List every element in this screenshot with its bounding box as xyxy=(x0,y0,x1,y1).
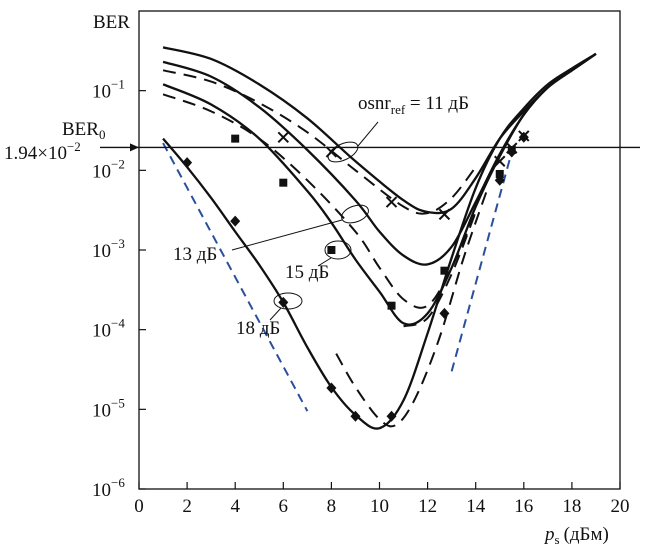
osnr-15-solid-curve xyxy=(162,52,597,326)
osnr-11-cross-marker xyxy=(385,196,398,208)
y-axis-ticks: 10−110−210−310−410−510−6 xyxy=(92,77,146,501)
osnr-13-solid-curve xyxy=(162,52,597,266)
x-tick-label: 18 xyxy=(562,496,581,517)
y-tick-base: 10 xyxy=(92,321,111,342)
x-tick-label: 2 xyxy=(182,496,192,517)
y-tick-exp: −3 xyxy=(111,236,125,251)
y-tick-label: 10−3 xyxy=(92,236,125,262)
osnr-11-dashed-curve xyxy=(162,69,477,215)
annotations: osnrref = 11 дБ 13 дБ 15 дБ 18 дБ xyxy=(173,93,469,339)
ber0-main: BER xyxy=(62,119,99,140)
osnr-11-solid-curve xyxy=(162,46,597,215)
y-tick-base: 10 xyxy=(92,82,111,103)
osnr-18-diamond-marker xyxy=(350,410,361,422)
osnr-11-cross-marker xyxy=(494,155,506,167)
osnr-18-diamond-marker xyxy=(386,410,397,422)
osnr-15-square-marker xyxy=(387,301,396,310)
osnr-13-dashed-curve xyxy=(162,93,477,309)
osnr-sub: ref xyxy=(391,102,406,117)
y-tick-exp: −6 xyxy=(111,475,125,490)
osnr-15-square-marker xyxy=(327,246,336,254)
x-axis-label: ps (дБм) xyxy=(543,524,609,547)
plot-area xyxy=(162,46,597,430)
reference-label-value: 1.94×10−2 xyxy=(4,139,81,164)
label-13-db: 13 дБ xyxy=(173,244,217,265)
osnr-18-diamond-marker xyxy=(230,215,241,227)
osnr-18-diamond-marker xyxy=(518,131,529,143)
osnr-18-ellipse xyxy=(273,292,303,310)
ref-value-exp: −2 xyxy=(67,139,81,154)
osnr-18-diamond-marker xyxy=(506,146,517,158)
x-axis-label-sub: s xyxy=(555,532,560,547)
reference-line-group: BER0 1.94×10−2 xyxy=(4,119,640,164)
x-tick-label: 14 xyxy=(466,496,486,517)
osnr-15-square-marker xyxy=(495,169,504,178)
x-tick-label: 0 xyxy=(134,496,144,517)
asymptote-line xyxy=(162,142,309,412)
osnr-18-diamond-marker xyxy=(494,174,505,186)
ber0-sub: 0 xyxy=(99,127,106,142)
osnr-11-ellipse xyxy=(327,141,359,163)
osnr-11-cross-marker xyxy=(277,131,290,143)
osnr-15-square-marker xyxy=(231,134,240,143)
osnr-value: = 11 дБ xyxy=(405,93,469,114)
x-tick-label: 12 xyxy=(418,496,437,517)
osnr-18-leader xyxy=(269,307,282,321)
osnr-18-solid-curve xyxy=(162,52,597,430)
osnr-18-diamond-marker xyxy=(278,296,289,308)
y-tick-base: 10 xyxy=(92,400,111,421)
asymptote-line xyxy=(450,142,516,372)
y-tick-label: 10−4 xyxy=(92,316,125,342)
osnr-15-leader xyxy=(317,257,332,267)
osnr-15-square-marker xyxy=(279,178,288,187)
osnr-18-dashed-curve xyxy=(335,187,489,428)
osnr-15-dashed-curve xyxy=(403,211,477,328)
y-tick-label: 10−2 xyxy=(92,156,125,182)
osnr-11-leader xyxy=(357,121,379,147)
osnr-18-diamond-marker xyxy=(439,307,450,319)
x-tick-label: 6 xyxy=(279,496,289,517)
x-tick-label: 16 xyxy=(514,496,533,517)
y-tick-exp: −2 xyxy=(111,156,125,171)
x-axis-ticks: 0 2 4 6 8 10 12 14 16 18 20 xyxy=(134,482,630,517)
y-tick-base: 10 xyxy=(92,241,111,262)
osnr-ref-label: osnrref = 11 дБ xyxy=(358,93,469,117)
osnr-18-diamond-marker xyxy=(182,157,193,169)
reference-label-ber0: BER0 xyxy=(62,119,105,142)
osnr-13-ellipse xyxy=(341,204,369,224)
x-axis-label-unit: (дБм) xyxy=(564,524,609,545)
x-tick-label: 20 xyxy=(611,496,630,517)
x-axis-label-main: p xyxy=(543,524,555,545)
y-tick-base: 10 xyxy=(92,161,111,182)
label-15-db: 15 дБ xyxy=(285,262,329,283)
osnr-15-ellipse xyxy=(324,240,352,260)
y-tick-label: 10−1 xyxy=(92,77,125,103)
osnr-prefix: osnr xyxy=(358,93,391,114)
osnr-15-square-marker xyxy=(440,266,449,275)
label-18-db: 18 дБ xyxy=(236,318,280,339)
y-axis-label: BER xyxy=(93,12,130,33)
osnr-13-leader xyxy=(231,219,343,251)
ref-value-mantissa: 1.94×10 xyxy=(4,143,67,164)
x-tick-label: 8 xyxy=(327,496,337,517)
y-tick-exp: −1 xyxy=(111,77,125,92)
y-tick-exp: −5 xyxy=(111,395,125,410)
osnr-18-diamond-marker xyxy=(326,382,337,394)
y-tick-exp: −4 xyxy=(111,316,125,331)
x-tick-label: 10 xyxy=(370,496,389,517)
y-tick-label: 10−6 xyxy=(92,475,125,501)
y-tick-base: 10 xyxy=(92,480,111,501)
x-tick-label: 4 xyxy=(230,496,240,517)
y-tick-label: 10−5 xyxy=(92,395,125,421)
osnr-11-cross-marker xyxy=(438,208,451,221)
